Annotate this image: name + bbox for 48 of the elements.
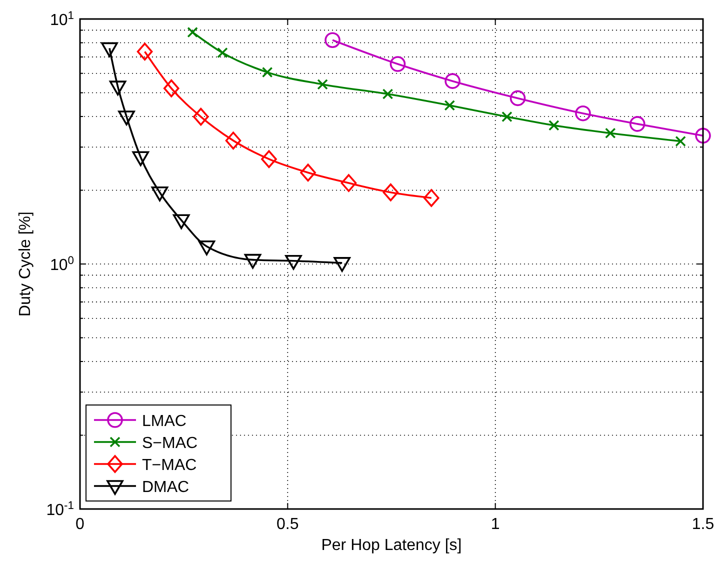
point: [695, 128, 711, 144]
point: [198, 240, 216, 256]
x-tick-label: 0.5: [276, 516, 299, 533]
point: [390, 56, 406, 72]
point: [136, 42, 153, 61]
point: [510, 90, 526, 106]
point: [192, 108, 209, 126]
x-tick-label: 0: [76, 516, 85, 533]
point: [334, 257, 350, 272]
point: [262, 66, 273, 78]
point: [300, 164, 316, 182]
legend-label: DMAC: [142, 479, 190, 496]
point: [444, 100, 456, 111]
y-tick-label: 10$^{0}$: [50, 255, 74, 274]
y-tick-label: 10$^{-1}$: [46, 500, 74, 519]
point: [340, 174, 357, 192]
legend-label: T−MAC: [142, 457, 197, 474]
point: [151, 186, 168, 202]
point: [132, 151, 150, 166]
point: [575, 105, 591, 122]
point: [118, 110, 135, 126]
point: [324, 32, 340, 48]
point: [317, 78, 328, 90]
point: [629, 116, 646, 132]
point: [502, 111, 512, 122]
point: [285, 254, 302, 270]
x-tick-label: 1: [490, 516, 500, 533]
y-tick-label: 10$^{1}$: [50, 10, 74, 29]
point: [382, 88, 394, 100]
y-axis-title: Duty Cycle [%]: [17, 212, 34, 316]
point: [172, 214, 190, 230]
point: [109, 80, 126, 96]
point: [423, 189, 440, 207]
point: [217, 47, 228, 58]
legend-label: LMAC: [142, 413, 186, 430]
legend-label: S−MAC: [142, 435, 198, 452]
point: [187, 26, 198, 38]
point: [382, 183, 399, 202]
x-tick-label: 1.5: [692, 516, 714, 533]
point: [261, 150, 277, 168]
point: [225, 132, 242, 150]
point: [604, 128, 616, 139]
point: [444, 73, 460, 89]
point: [163, 79, 180, 98]
point: [548, 120, 560, 131]
point: [675, 136, 686, 147]
point: [244, 254, 262, 269]
x-axis-title: Per Hop Latency [s]: [321, 537, 462, 554]
